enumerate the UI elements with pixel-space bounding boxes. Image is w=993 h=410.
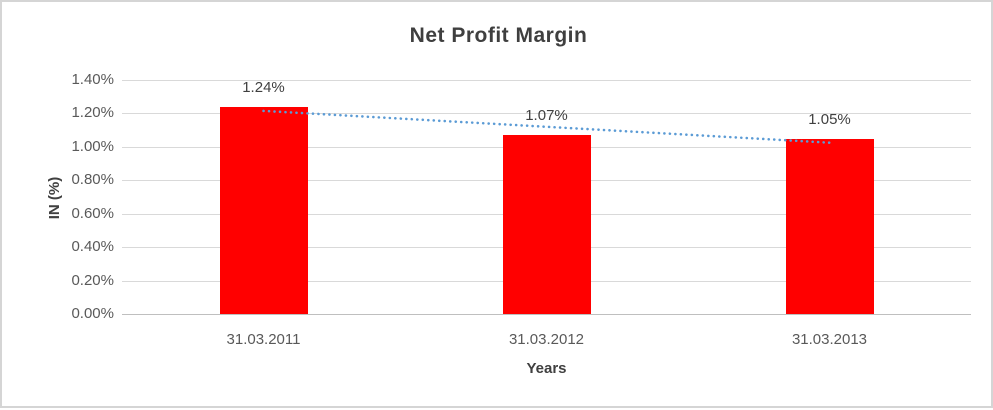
bar	[219, 106, 308, 314]
y-tick-label: 0.80%	[71, 171, 114, 189]
bar-data-label: 1.24%	[242, 78, 285, 96]
y-tick-label: 0.00%	[71, 305, 114, 322]
y-tick-label: 1.20%	[71, 104, 114, 122]
y-tick-label: 1.40%	[71, 71, 114, 88]
y-tick-label: 1.00%	[71, 137, 114, 155]
gridline	[122, 80, 971, 81]
y-tick-label: 0.40%	[71, 238, 114, 256]
x-tick-label: 31.03.2013	[791, 331, 868, 348]
x-axis-line	[122, 314, 971, 315]
y-tick-label: 0.60%	[71, 204, 114, 222]
y-tick-label: 0.20%	[71, 271, 114, 289]
bar	[502, 135, 591, 314]
chart-title: Net Profit Margin	[409, 24, 588, 47]
x-tick-label: 31.03.2012	[508, 331, 585, 348]
bar-data-label: 1.07%	[525, 107, 568, 125]
x-axis-title: Years	[526, 360, 567, 377]
bar-data-label: 1.05%	[808, 110, 851, 128]
x-tick-label: 31.03.2011	[226, 331, 301, 348]
bar	[785, 138, 874, 314]
